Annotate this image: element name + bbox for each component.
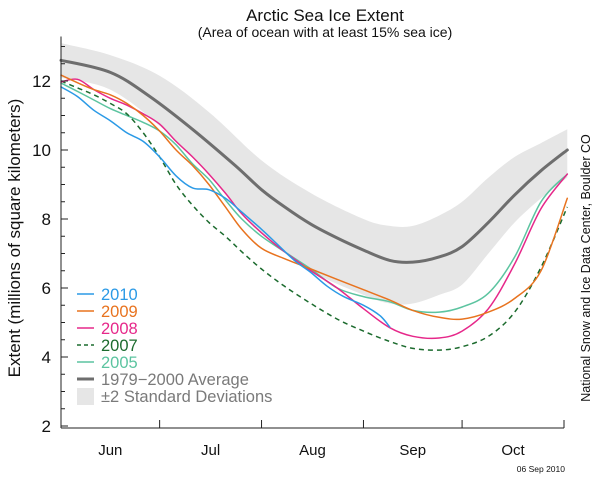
legend-label: 2009 — [101, 303, 138, 321]
y-tick-label: 6 — [42, 279, 51, 298]
y-tick-label: 2 — [42, 417, 51, 436]
credit-label: National Snow and Ice Data Center, Bould… — [579, 134, 593, 402]
series-line-2009 — [60, 74, 569, 321]
legend-swatch — [77, 388, 94, 405]
legend-item: 1979−2000 Average — [77, 371, 249, 389]
legend-item: 2005 — [77, 354, 138, 372]
y-tick-label: 8 — [42, 210, 51, 229]
legend-item: 2010 — [77, 286, 138, 304]
y-axis-label: Extent (millions of square kilometers) — [5, 99, 24, 378]
series-line-2010 — [60, 86, 391, 328]
x-tick-label: Oct — [501, 442, 525, 459]
date-stamp: 06 Sep 2010 — [517, 464, 565, 474]
legend-item: 2008 — [77, 320, 138, 338]
legend-label: 2008 — [101, 320, 138, 338]
legend-item: 2007 — [77, 337, 138, 355]
series-layer — [59, 58, 569, 351]
x-tick-label: Jun — [98, 442, 122, 459]
chart-title: Arctic Sea Ice Extent — [246, 6, 404, 25]
axes: 2 4 6 8 10 12 Jun Jul Aug Sep Oct — [32, 36, 565, 459]
series-line-2005 — [60, 82, 569, 314]
legend-label: 2007 — [101, 337, 138, 355]
x-tick-label: Sep — [399, 442, 426, 459]
std-deviation-band — [61, 43, 568, 305]
y-tick-label: 12 — [32, 72, 51, 91]
x-tick-label: Aug — [299, 442, 326, 459]
series-line-2007 — [60, 80, 568, 351]
y-tick-label: 4 — [42, 348, 51, 367]
series-line-1979-2000-average — [59, 58, 569, 264]
chart-subtitle: (Area of ocean with at least 15% sea ice… — [198, 24, 452, 40]
series-line-2008 — [60, 78, 569, 340]
std-band-layer — [61, 43, 568, 305]
legend-label: 2010 — [101, 286, 138, 304]
legend-item: ±2 Standard Deviations — [77, 388, 272, 406]
legend-item: 2009 — [77, 303, 138, 321]
legend-label: 2005 — [101, 354, 138, 372]
legend-label: 1979−2000 Average — [101, 371, 249, 389]
y-tick-label: 10 — [32, 141, 51, 160]
legend-label: ±2 Standard Deviations — [101, 388, 272, 406]
x-tick-label: Jul — [201, 442, 220, 459]
